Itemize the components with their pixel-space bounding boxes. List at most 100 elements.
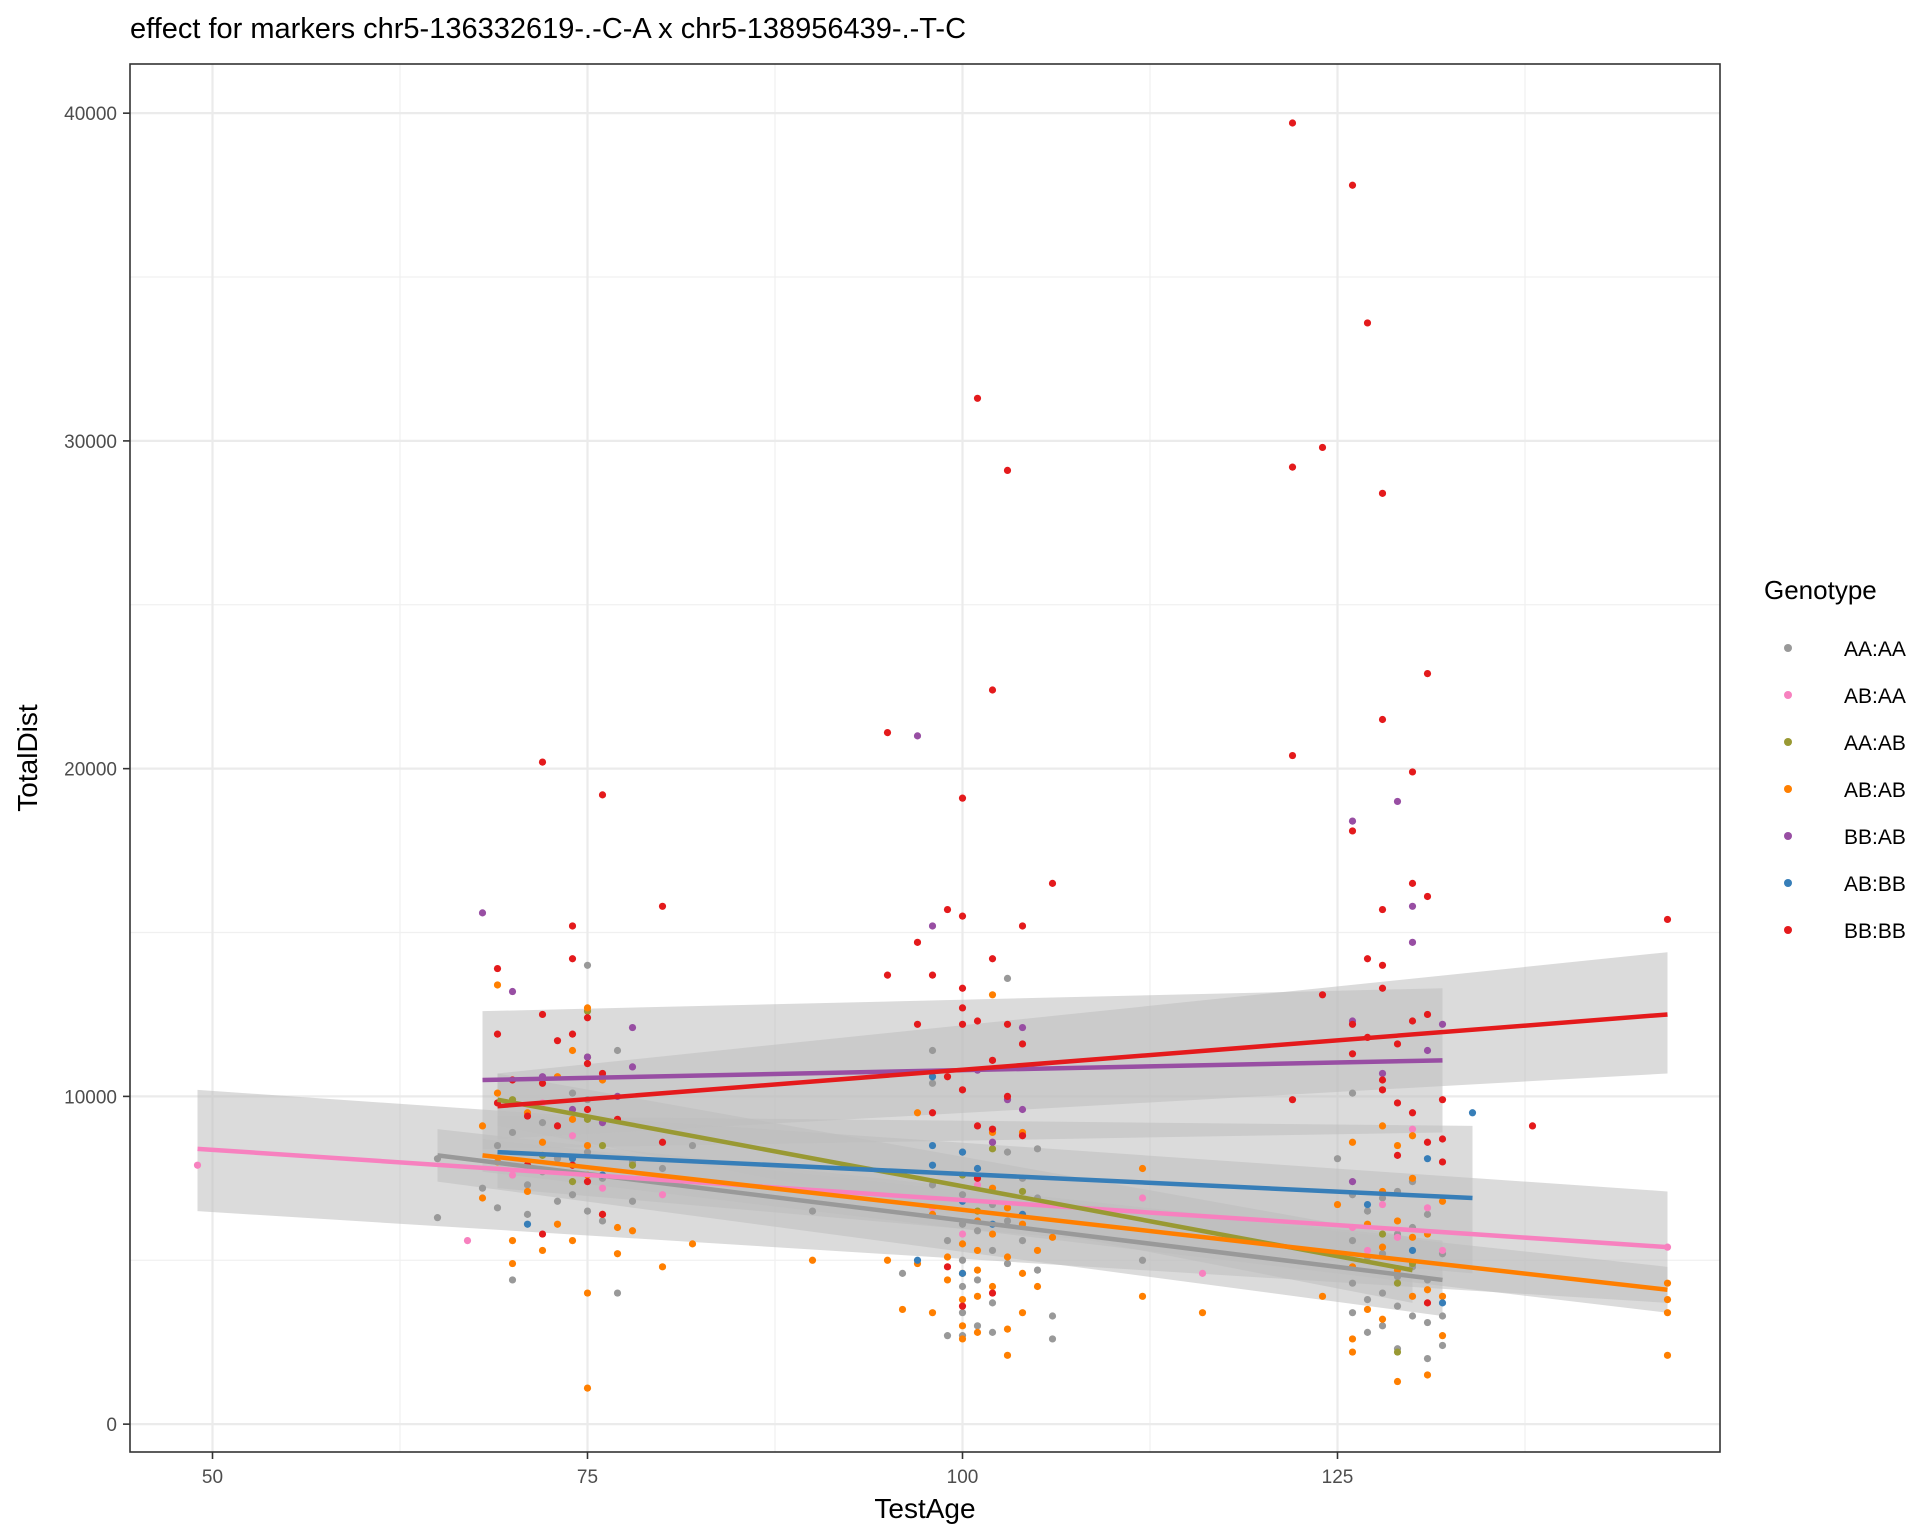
data-point <box>538 1138 547 1146</box>
data-point <box>973 1017 982 1025</box>
data-point <box>538 1230 547 1238</box>
data-point <box>598 791 607 799</box>
data-point <box>613 1223 622 1232</box>
data-point <box>1378 489 1387 497</box>
data-point <box>658 1164 667 1173</box>
data-point <box>973 1328 982 1336</box>
data-point <box>1198 1309 1207 1317</box>
data-point <box>958 1302 967 1310</box>
data-point <box>568 1191 577 1199</box>
data-point <box>583 1053 592 1061</box>
legend-key <box>1784 879 1792 887</box>
data-point <box>553 1197 562 1205</box>
data-point <box>988 1230 997 1238</box>
data-point <box>1378 1289 1387 1297</box>
data-point <box>628 1197 637 1205</box>
data-point <box>1018 1023 1027 1032</box>
data-point <box>988 1145 997 1153</box>
data-point <box>1438 1197 1447 1205</box>
y-axis-label: TotalDist <box>12 704 43 812</box>
data-point <box>1663 1279 1672 1287</box>
data-point <box>1288 119 1297 127</box>
data-point <box>613 1289 622 1297</box>
data-point <box>538 1010 547 1019</box>
data-point <box>598 1141 607 1150</box>
data-point <box>1033 1266 1042 1274</box>
data-point <box>1378 1243 1387 1251</box>
data-point <box>1438 1096 1447 1104</box>
data-point <box>1138 1194 1147 1202</box>
data-point <box>988 686 997 694</box>
data-point <box>493 1204 502 1212</box>
data-point <box>1393 1279 1402 1287</box>
data-point <box>568 1046 577 1055</box>
data-point <box>958 1269 967 1277</box>
data-point <box>1348 1050 1357 1058</box>
data-point <box>958 1256 967 1264</box>
data-point <box>1408 938 1417 946</box>
data-point <box>538 758 547 766</box>
data-point <box>613 1046 622 1055</box>
data-point <box>1423 1138 1432 1146</box>
data-point <box>988 1138 997 1146</box>
data-point <box>958 1309 967 1317</box>
data-point <box>1408 1125 1417 1133</box>
data-point <box>1348 817 1357 825</box>
data-point <box>1393 1099 1402 1107</box>
data-point <box>508 1259 517 1268</box>
data-point <box>943 1332 952 1340</box>
data-point <box>538 1246 547 1255</box>
data-point <box>1363 1328 1372 1336</box>
data-point <box>943 1073 952 1081</box>
data-point <box>958 1004 967 1012</box>
data-point <box>1138 1256 1147 1264</box>
data-point <box>1423 1318 1432 1327</box>
data-point <box>1423 1204 1432 1212</box>
data-point <box>808 1256 817 1264</box>
data-point <box>1018 1040 1027 1048</box>
data-point <box>583 1178 592 1186</box>
data-point <box>1528 1122 1537 1130</box>
data-point <box>1048 1233 1057 1241</box>
data-point <box>568 1132 577 1140</box>
data-point <box>583 1060 592 1068</box>
data-point <box>1348 1138 1357 1146</box>
data-point <box>1018 1309 1027 1317</box>
legend-key <box>1784 738 1792 746</box>
data-point <box>1363 1200 1372 1209</box>
y-tick-label: 30000 <box>64 432 117 453</box>
data-point <box>883 728 892 737</box>
data-point <box>1408 1109 1417 1117</box>
data-point <box>1408 1246 1417 1255</box>
data-point <box>688 1141 697 1150</box>
data-point <box>958 912 967 920</box>
legend-key <box>1784 691 1792 699</box>
data-point <box>1363 1305 1372 1314</box>
data-point <box>508 987 517 996</box>
data-point <box>1003 1092 1012 1100</box>
data-point <box>583 1014 592 1022</box>
data-point <box>958 1282 967 1291</box>
data-point <box>1348 1237 1357 1245</box>
data-point <box>988 1056 997 1064</box>
data-point <box>928 1109 937 1117</box>
chart-title: effect for markers chr5-136332619-.-C-A … <box>130 13 966 45</box>
data-point <box>958 1020 967 1028</box>
data-point <box>628 1023 637 1032</box>
data-point <box>1438 1292 1447 1300</box>
data-point <box>973 1292 982 1300</box>
data-point <box>988 955 997 963</box>
legend-label: AB:AB <box>1844 779 1906 802</box>
data-point <box>1663 915 1672 924</box>
data-point <box>1378 961 1387 969</box>
data-point <box>1018 1132 1027 1140</box>
data-point <box>1468 1109 1477 1117</box>
data-point <box>1033 1246 1042 1255</box>
data-point <box>1393 1151 1402 1159</box>
data-point <box>1423 1046 1432 1055</box>
data-point <box>1663 1295 1672 1304</box>
data-point <box>493 1030 502 1038</box>
data-point <box>1438 1299 1447 1307</box>
data-point <box>1363 1295 1372 1304</box>
data-point <box>1348 827 1357 835</box>
